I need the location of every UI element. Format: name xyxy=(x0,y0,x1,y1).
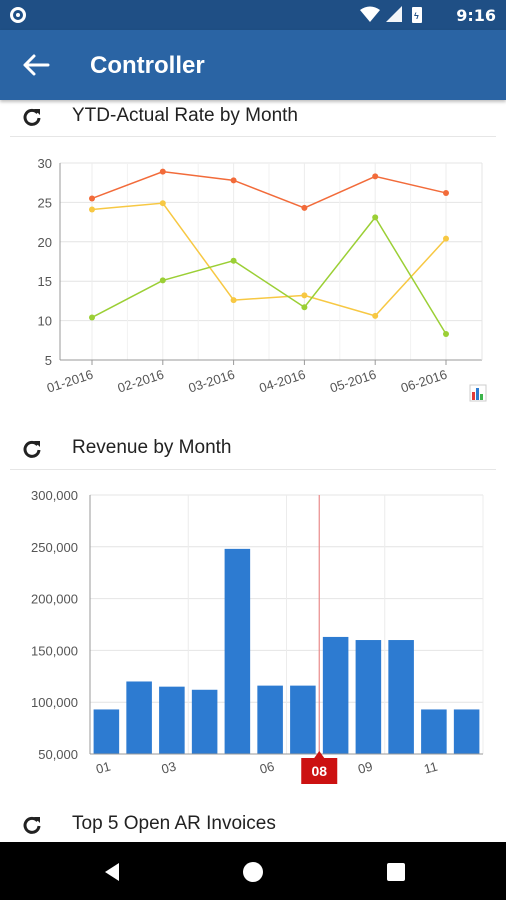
selection-label: 08 xyxy=(311,763,327,779)
chart-type-icon-bar xyxy=(472,392,475,400)
y-tick-label: 25 xyxy=(38,195,52,210)
bar xyxy=(453,709,480,754)
battery-icon xyxy=(412,7,422,23)
clock: 9:16 xyxy=(456,6,496,25)
bar xyxy=(355,640,382,754)
section-title: Top 5 Open AR Invoices xyxy=(72,813,276,834)
y-tick-label: 200,000 xyxy=(31,592,78,607)
x-tick-label: 01 xyxy=(94,759,112,777)
bar xyxy=(159,686,185,754)
data-point xyxy=(230,297,237,304)
bar xyxy=(322,636,349,754)
divider xyxy=(10,469,496,470)
x-tick-label: 01-2016 xyxy=(45,367,95,396)
svg-text:ϟ: ϟ xyxy=(414,11,419,21)
bar xyxy=(290,685,316,754)
section-header-invoices: Top 5 Open AR Invoices xyxy=(0,808,506,846)
section-header-revenue: Revenue by Month xyxy=(0,432,506,470)
data-point xyxy=(443,235,449,242)
y-tick-label: 20 xyxy=(38,235,52,250)
section-header-ytd: YTD-Actual Rate by Month xyxy=(0,100,506,138)
data-point xyxy=(301,204,308,211)
x-tick-label: 03-2016 xyxy=(187,367,237,396)
x-tick-label: 03 xyxy=(160,759,178,777)
back-arrow-icon[interactable] xyxy=(18,50,52,80)
data-point xyxy=(301,292,308,299)
y-tick-label: 250,000 xyxy=(31,540,78,555)
data-point xyxy=(230,257,237,264)
notification-icon xyxy=(10,7,26,23)
x-tick-label: 06-2016 xyxy=(399,367,449,396)
y-tick-label: 30 xyxy=(38,156,52,171)
y-tick-label: 100,000 xyxy=(31,695,78,710)
ytd-line-chart: 5 10 15 20 25 30 01-2016 02-2016 03-2016 04-2016 0… xyxy=(38,156,487,402)
refresh-icon[interactable] xyxy=(22,439,42,459)
divider xyxy=(10,136,496,137)
bar xyxy=(224,548,251,754)
nav-back-icon[interactable] xyxy=(100,860,124,884)
y-tick-label: 15 xyxy=(38,274,52,289)
y-tick-label: 300,000 xyxy=(31,488,78,503)
revenue-bar-chart: 50,000 100,000 150,000 200,000 250,000 300,00… xyxy=(31,488,484,784)
y-tick-label: 10 xyxy=(38,314,52,329)
data-point xyxy=(301,304,308,311)
x-tick-label: 09 xyxy=(356,759,374,777)
refresh-icon[interactable] xyxy=(22,107,42,127)
x-tick-label: 04-2016 xyxy=(257,367,307,396)
bar xyxy=(257,685,283,754)
data-point xyxy=(89,314,95,321)
y-tick-label: 50,000 xyxy=(38,747,78,762)
series-line xyxy=(91,202,447,317)
nav-home-icon[interactable] xyxy=(241,860,265,884)
series-line xyxy=(91,216,447,335)
selection-pointer xyxy=(314,751,325,758)
data-point xyxy=(230,177,237,184)
x-tick-label: 02-2016 xyxy=(116,367,166,396)
wifi-icon xyxy=(360,6,380,22)
chart-type-icon xyxy=(469,384,487,402)
data-point xyxy=(159,277,166,284)
y-tick-label: 5 xyxy=(45,353,52,368)
y-tick-label: 150,000 xyxy=(31,643,78,658)
selection-marker xyxy=(301,758,338,784)
signal-icon xyxy=(386,6,402,22)
page-title: Controller xyxy=(90,52,205,79)
data-point xyxy=(159,200,166,207)
app-bar: Controller xyxy=(0,30,506,100)
data-point xyxy=(89,206,95,213)
data-point xyxy=(372,214,379,221)
chart-type-icon-bar xyxy=(480,394,483,400)
bar xyxy=(388,640,414,754)
data-point xyxy=(159,168,166,175)
data-point xyxy=(372,312,379,319)
section-title: YTD-Actual Rate by Month xyxy=(72,105,298,126)
refresh-icon[interactable] xyxy=(22,815,42,835)
navigation-bar xyxy=(0,842,506,900)
section-title: Revenue by Month xyxy=(72,437,232,458)
bar xyxy=(191,689,218,754)
data-point xyxy=(443,189,449,196)
status-bar: ϟ 9:16 xyxy=(0,0,506,30)
series-line xyxy=(91,170,447,209)
data-point xyxy=(89,195,95,202)
x-tick-label: 11 xyxy=(422,759,439,777)
data-point xyxy=(443,330,449,337)
x-tick-label: 06 xyxy=(258,759,276,777)
nav-recents-icon[interactable] xyxy=(384,860,408,884)
bar xyxy=(93,709,120,754)
bar xyxy=(421,709,447,754)
x-tick-label: 05-2016 xyxy=(328,367,378,396)
bar xyxy=(126,681,152,754)
data-point xyxy=(372,173,379,180)
chart-type-icon-bar xyxy=(476,388,479,400)
status-icons: ϟ xyxy=(360,6,422,23)
